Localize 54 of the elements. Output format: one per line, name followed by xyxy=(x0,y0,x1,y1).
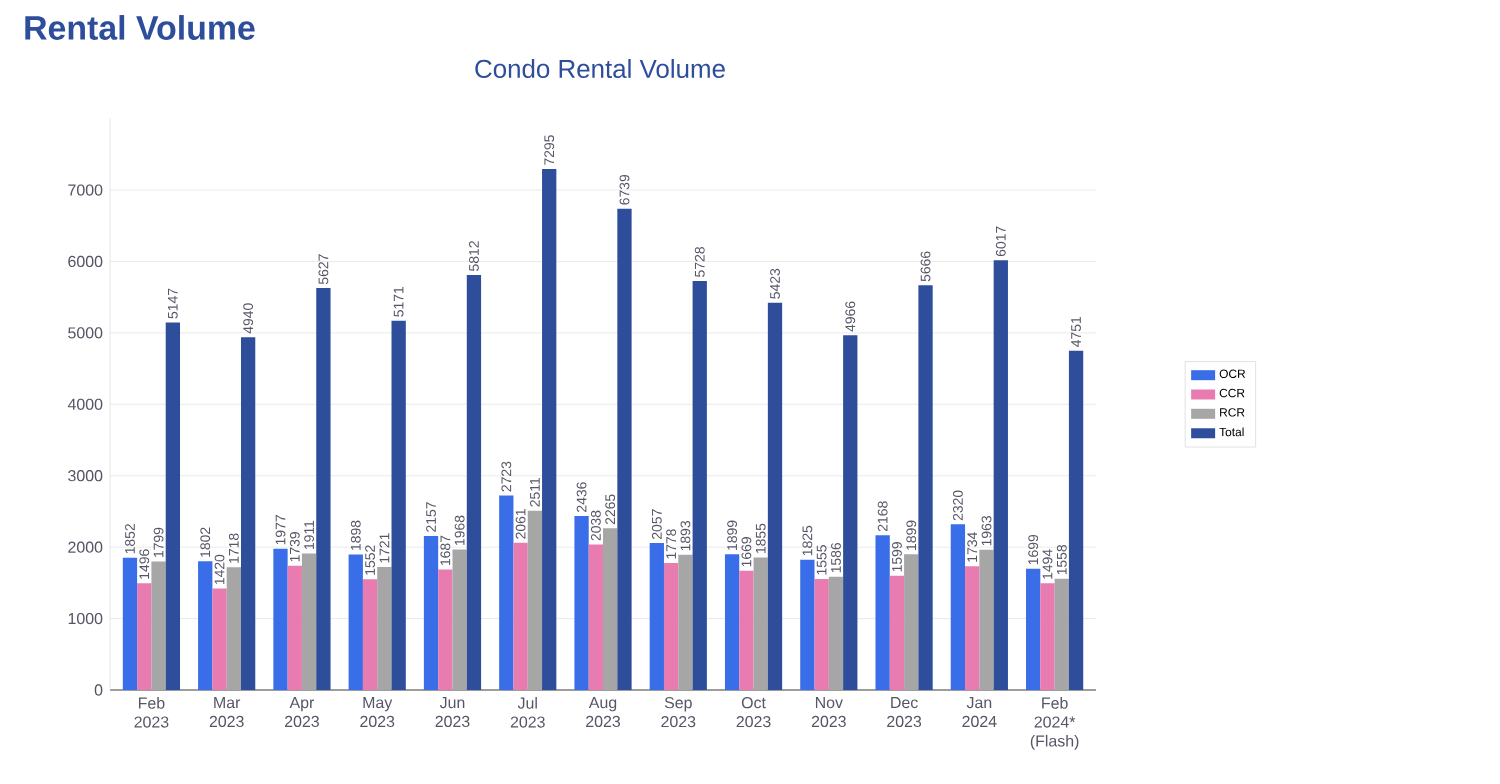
bar xyxy=(273,548,288,690)
chart-subtitle: Condo Rental Volume xyxy=(475,59,725,79)
bar xyxy=(950,524,966,690)
bar xyxy=(739,570,754,690)
bar xyxy=(137,583,152,690)
bar xyxy=(198,561,213,690)
bar xyxy=(904,554,919,690)
bar xyxy=(1026,568,1041,690)
bar xyxy=(828,576,844,690)
bar xyxy=(377,567,392,690)
bar xyxy=(843,335,858,690)
bar xyxy=(603,528,618,690)
chart-title: Rental Volume xyxy=(25,15,255,40)
bar xyxy=(979,549,994,690)
bar xyxy=(391,320,406,690)
bar xyxy=(767,302,783,690)
bar xyxy=(753,557,768,690)
bar xyxy=(542,168,557,690)
bar xyxy=(165,322,181,690)
bar xyxy=(993,260,1008,690)
bar xyxy=(499,495,514,690)
bar xyxy=(814,578,829,690)
bar xyxy=(875,535,890,690)
bar xyxy=(527,510,543,690)
bar xyxy=(663,563,679,690)
bar xyxy=(918,285,933,690)
bar xyxy=(348,554,363,690)
bar xyxy=(889,575,905,690)
bar xyxy=(1040,583,1055,690)
bar xyxy=(226,567,241,690)
bar xyxy=(240,337,256,690)
bar xyxy=(1054,578,1069,690)
bar xyxy=(692,280,707,690)
bar xyxy=(678,554,693,690)
bar xyxy=(800,559,815,690)
bar xyxy=(423,535,439,690)
bar xyxy=(617,208,632,690)
bar xyxy=(574,516,589,690)
bar xyxy=(588,544,604,690)
bar xyxy=(362,579,378,690)
bar xyxy=(438,569,453,690)
bar xyxy=(151,561,166,690)
bar xyxy=(466,274,482,690)
bar xyxy=(301,553,317,690)
bar xyxy=(212,588,227,690)
bar xyxy=(287,565,302,690)
bar xyxy=(965,566,980,690)
bar xyxy=(452,549,467,690)
bar xyxy=(316,288,331,690)
bar xyxy=(649,543,664,690)
bar xyxy=(1068,350,1084,690)
bar xyxy=(122,557,138,690)
bar xyxy=(513,542,528,690)
bar xyxy=(724,554,740,690)
